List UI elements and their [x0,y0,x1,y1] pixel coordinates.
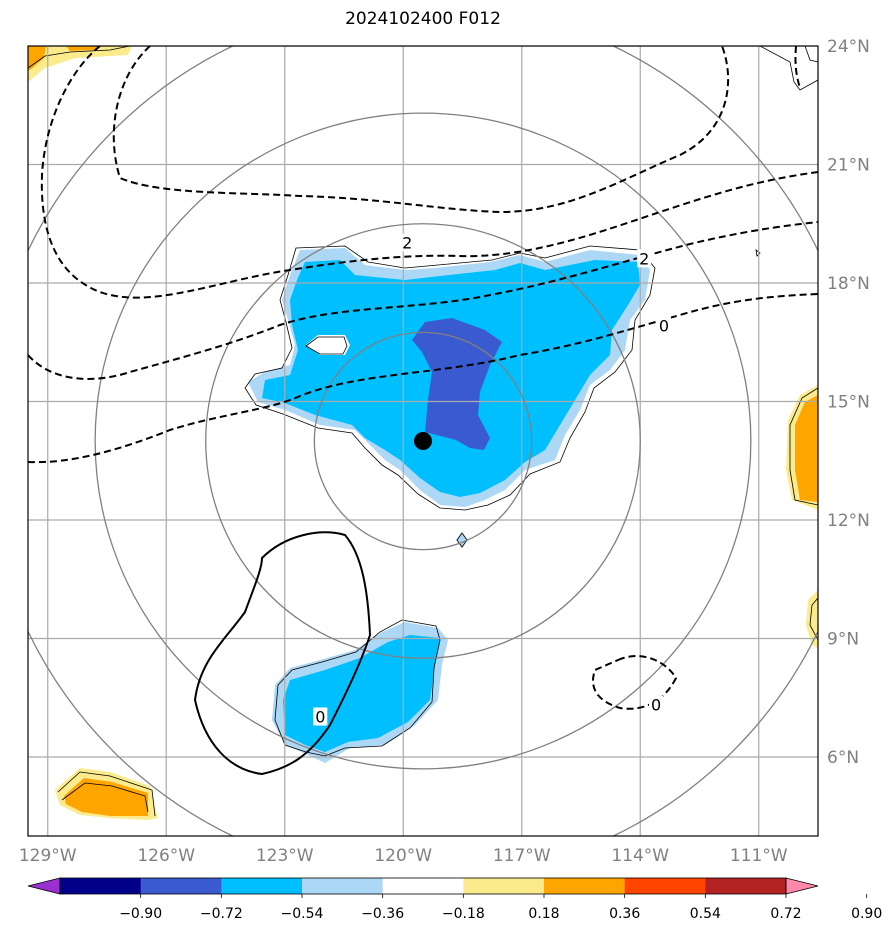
colorbar-tick-label: −0.36 [361,906,404,922]
lon-tick-label: 120°W [374,846,432,866]
colorbar-segment [382,878,464,894]
contour-line [61,782,149,813]
negative-anomaly-strong [412,318,502,450]
contour-line [40,46,818,299]
map-plot-area: 2 2 0 0 0 [28,46,818,836]
contour-label: 0 [315,708,325,727]
colorbar-segment [705,878,787,894]
colorbar-frame [59,877,787,895]
contour-line [28,46,131,69]
contour-line [28,293,818,464]
shaded-field [28,46,818,820]
zero-contour-line [193,531,372,776]
positive-anomaly-core [28,46,46,70]
colorbar-tick-label: −0.18 [442,906,485,922]
storm-center-marker [414,432,432,450]
colorbar-tick-label: −0.90 [119,906,162,922]
lat-tick-label: 6°N [827,748,859,768]
contour-line [592,655,678,710]
positive-anomaly-core [66,46,100,51]
positive-anomaly-core [795,395,818,502]
latitude-labels: 6°N 9°N 12°N 15°N 18°N 21°N 24°N [827,37,870,768]
lat-tick-label: 9°N [827,630,859,650]
contour-label-bg [313,707,328,726]
contour-label-bg [400,233,415,252]
colorbar: −0.90 −0.72 −0.54 −0.36 −0.18 0.18 0.36 0.54 0.7… [27,877,882,922]
lat-tick-label: 21°N [827,156,870,176]
contour-line [57,771,156,817]
lon-tick-label: 111°W [730,846,788,866]
lat-tick-label: 24°N [827,37,870,57]
range-ring [313,331,533,551]
range-ring [205,223,641,659]
colorbar-segment [463,878,545,894]
colorbar-extend-high [785,877,819,895]
range-rings [28,46,818,836]
map-title: 2024102400 F012 [345,9,501,29]
contour-label: 0 [651,696,661,715]
contour-line [755,249,761,257]
lon-tick-label: 123°W [256,846,314,866]
colorbar-tick-label: 0.18 [528,906,559,922]
contour-line [789,387,818,506]
contour-label: 2 [639,249,649,268]
lat-tick-label: 18°N [827,274,870,294]
positive-anomaly-core [64,778,148,816]
range-ring [94,112,752,770]
colorbar-tick-label: 0.54 [690,906,721,922]
colorbar-segment [140,878,222,894]
contour-label-bg [649,695,664,714]
lon-tick-label: 129°W [19,846,77,866]
colorbar-tick-label: 0.72 [770,906,801,922]
lat-tick-label: 15°N [827,393,870,413]
lon-tick-label: 126°W [137,846,195,866]
colorbar-segment [544,878,626,894]
contour-label-bg [637,249,652,268]
contour-line [244,245,656,511]
contour-line [28,221,818,380]
map-frame [27,45,819,837]
colorbar-segment [221,878,303,894]
colorbar-extend-low [27,877,61,895]
contour-line [794,46,801,89]
contour-line [112,46,729,214]
colorbar-segment [302,878,384,894]
contour-line [809,597,818,641]
lon-tick-label: 114°W [611,846,669,866]
contour-line [274,619,441,757]
contour-label: 0 [659,316,669,335]
positive-anomaly-fill [28,46,132,82]
colorbar-tick-label: −0.54 [281,906,324,922]
positive-anomaly-fill [806,590,818,648]
colorbar-tick-label: 0.90 [851,906,882,922]
neutral-pocket [306,335,350,355]
contour-labels: 2 2 0 0 0 [313,233,671,727]
contour-line [804,46,818,63]
contour-line [456,532,468,548]
contour-label-bg [656,316,671,335]
shaded-outline-contours [28,46,818,817]
colorbar-tick-label: 0.36 [609,906,640,922]
contour-line [305,336,348,355]
colorbar-segment [624,878,706,894]
lat-tick-label: 12°N [827,511,870,531]
colorbar-segment [60,878,142,894]
longitude-labels: 129°W 126°W 123°W 120°W 117°W 114°W 111°W [19,846,788,866]
lon-tick-label: 117°W [493,846,551,866]
contour-label: 2 [402,234,412,253]
contour-line [759,46,818,91]
colorbar-tick-label: −0.72 [200,906,243,922]
